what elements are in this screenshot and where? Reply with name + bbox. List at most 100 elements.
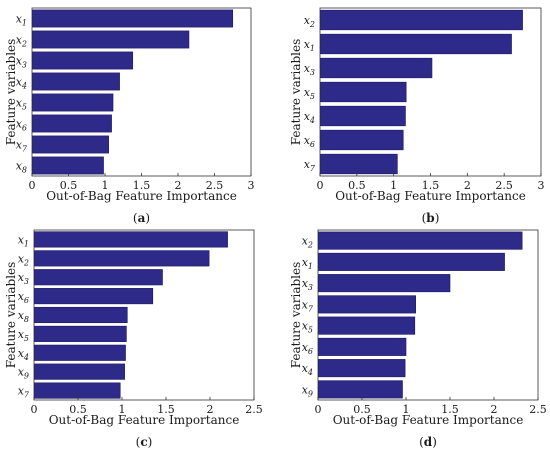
x-tick-label: 2.5	[495, 179, 513, 192]
category-label: x2	[18, 252, 29, 267]
x-tick-label: 0	[31, 403, 38, 416]
category-label: x9	[302, 383, 313, 398]
category-label: x4	[18, 347, 29, 362]
x-tick-label: 2	[207, 403, 214, 416]
y-axis-title: Feature variables	[289, 262, 303, 369]
x-axis-title: Out-of-Bag Feature Importance	[49, 413, 240, 427]
category-label: x7	[16, 139, 28, 154]
bar	[318, 316, 416, 335]
x-tick-label: 2.5	[245, 403, 263, 416]
x-tick-label: 2	[464, 179, 471, 192]
panel-label: (a)	[133, 211, 150, 225]
bar	[34, 382, 121, 399]
bar	[318, 274, 451, 293]
x-tick-label: 1	[390, 179, 397, 192]
category-label: x6	[302, 341, 313, 356]
bar	[34, 269, 163, 286]
category-label: x3	[18, 271, 29, 286]
category-label: x7	[302, 298, 314, 313]
x-tick-label: 1.5	[133, 179, 151, 192]
category-label: x2	[16, 34, 27, 49]
x-tick-label: 2.5	[529, 403, 547, 416]
bar	[32, 30, 190, 49]
x-tick-label: 1.5	[441, 403, 459, 416]
category-label: x2	[302, 235, 313, 250]
y-axis-title: Feature variables	[289, 39, 303, 146]
x-tick-label: 0	[315, 403, 322, 416]
bar	[32, 51, 134, 70]
bar	[320, 81, 407, 103]
category-label: x4	[302, 362, 313, 377]
bar	[34, 250, 210, 267]
bar	[34, 325, 127, 342]
x-tick-label: 0.5	[348, 179, 366, 192]
bar	[32, 72, 120, 91]
bar	[32, 135, 109, 154]
category-label: x1	[16, 13, 27, 28]
bar	[34, 363, 125, 380]
category-label: x3	[302, 277, 313, 292]
panel-c: x1 x2 x3 x6 x8 x5 x4 x9 x70 0.5 1 1.5 2 2.5 Out-of-Bag…	[4, 229, 263, 449]
x-axis-title: Out-of-Bag Feature Importance	[46, 189, 237, 203]
category-label: x8	[18, 309, 29, 324]
plot-frame	[33, 229, 255, 401]
bar	[318, 359, 406, 378]
category-label: x1	[302, 256, 313, 271]
bar	[318, 295, 416, 314]
x-tick-label: 0	[317, 179, 324, 192]
y-axis-title: Feature variables	[4, 262, 18, 369]
category-label: x6	[18, 290, 29, 305]
category-label: x9	[18, 366, 29, 381]
bar	[34, 344, 126, 361]
x-tick-label: 3	[538, 179, 545, 192]
panel-d: x2 x1 x3 x7 x5 x6 x4 x90 0.5 1 1.5 2 2.5 Out-of-Bag F…	[289, 229, 547, 449]
category-label: x7	[304, 158, 316, 173]
category-label: x6	[304, 134, 315, 149]
bar	[318, 252, 505, 271]
category-label: x3	[304, 62, 315, 77]
category-label: x8	[16, 160, 27, 175]
category-label: x3	[16, 55, 27, 70]
x-tick-label: 2	[175, 179, 182, 192]
panel-label: (b)	[422, 211, 440, 225]
bar	[320, 33, 512, 55]
panel-b: x2 x1 x3 x5 x4 x6 x70 0.5 1 1.5 2 2.5 3 Out-of-Bag Fe…	[289, 7, 545, 225]
category-label: x1	[18, 233, 29, 248]
bar	[318, 380, 403, 399]
x-tick-label: 1	[403, 403, 410, 416]
bar	[318, 231, 523, 250]
category-label: x7	[18, 385, 30, 400]
bar	[34, 306, 128, 324]
bar	[320, 105, 406, 127]
x-tick-label: 0.5	[353, 403, 371, 416]
bar	[34, 231, 228, 248]
bar	[320, 153, 398, 175]
bar	[32, 156, 104, 175]
x-tick-label: 2	[491, 403, 498, 416]
panel-a: x1 x2 x3 x4 x5 x6 x7 x80 0.5 1 1.5 2 2.5 3 Out-of-Bag …	[4, 7, 255, 225]
panel-label: (d)	[419, 435, 437, 449]
bar	[320, 57, 433, 79]
bar	[320, 129, 404, 151]
bar	[32, 114, 112, 133]
category-label: x4	[16, 76, 27, 91]
x-tick-label: 0	[29, 179, 36, 192]
x-tick-label: 1.5	[422, 179, 440, 192]
x-tick-label: 3	[248, 179, 255, 192]
category-label: x1	[304, 38, 315, 53]
x-tick-label: 1.5	[157, 403, 175, 416]
x-tick-label: 1	[102, 179, 109, 192]
x-tick-label: 2.5	[206, 179, 224, 192]
category-label: x2	[304, 14, 315, 29]
category-label: x5	[18, 328, 29, 343]
bar	[32, 93, 114, 112]
bar	[320, 9, 523, 31]
x-axis-title: Out-of-Bag Feature Importance	[333, 413, 524, 427]
x-tick-label: 1	[119, 403, 126, 416]
category-label: x5	[16, 97, 27, 112]
bar	[34, 288, 154, 305]
category-label: x5	[304, 86, 315, 101]
x-tick-label: 0.5	[69, 403, 87, 416]
panel-label: (c)	[136, 435, 153, 449]
